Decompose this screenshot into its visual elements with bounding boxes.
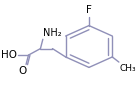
Text: NH₂: NH₂ [43,28,62,38]
Text: HO: HO [1,50,17,60]
Text: F: F [86,5,92,15]
Text: O: O [19,66,27,76]
Text: CH₃: CH₃ [119,64,136,73]
